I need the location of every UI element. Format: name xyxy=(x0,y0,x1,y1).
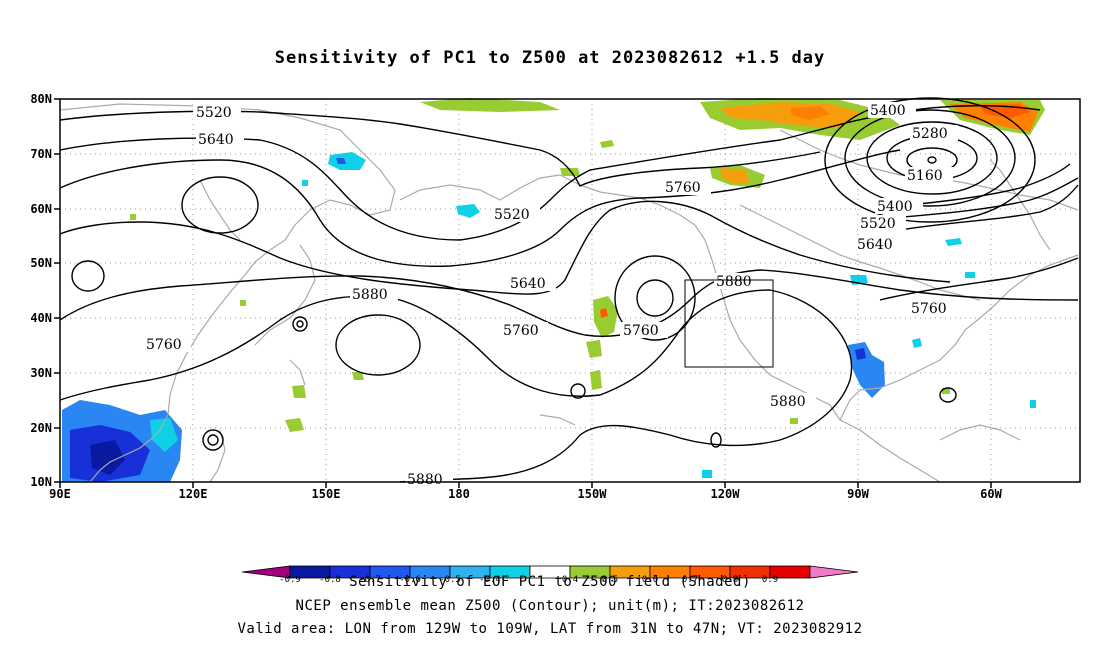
lat-label-70n: 70N xyxy=(30,147,52,161)
colorbar-tick-label: -0.5 xyxy=(439,575,461,585)
contour-label: 5760 xyxy=(503,323,539,339)
colorbar-tick-label: -0.8 xyxy=(319,575,341,585)
coastlines xyxy=(59,103,1079,483)
colorbar-tick-label: 0.6 xyxy=(641,575,659,585)
valid-area-box xyxy=(684,279,774,368)
colorbar-tick-label: -0.6 xyxy=(399,575,421,585)
contour-label: 5760 xyxy=(146,337,182,353)
caption-shaded: Sensitivity of EOF PC1 to Z500 field (Sh… xyxy=(349,574,751,590)
contour-label: 5280 xyxy=(912,126,948,142)
lat-label-40n: 40N xyxy=(30,311,52,325)
lon-label-90w: 90W xyxy=(847,487,869,501)
contour-label: 5880 xyxy=(770,394,806,410)
colorbar-tick-label: 0.5 xyxy=(601,575,619,585)
shaded-sensitivity xyxy=(62,98,1045,482)
colorbar xyxy=(241,565,859,579)
contour-label: 5400 xyxy=(877,199,913,215)
lon-label-120e: 120E xyxy=(178,487,208,501)
colorbar-tick-label: -0.7 xyxy=(359,575,381,585)
contour-label: 5760 xyxy=(623,323,659,339)
lat-label-20n: 20N xyxy=(30,421,52,435)
contour-label: 5520 xyxy=(196,105,232,121)
contour-label: 5640 xyxy=(198,132,234,148)
lon-label-120w: 120W xyxy=(710,487,740,501)
contour-label: 5760 xyxy=(911,301,947,317)
contour-label: 5760 xyxy=(665,180,701,196)
contour-labels: 5520 5640 5520 5640 5760 5760 5760 5760 … xyxy=(143,102,958,488)
contour-label: 5400 xyxy=(870,103,906,119)
lon-label-150w: 150W xyxy=(577,487,607,501)
lon-label-180: 180 xyxy=(448,487,470,501)
map-title: Sensitivity of PC1 to Z500 at 2023082612… xyxy=(274,48,826,68)
contour-label: 5880 xyxy=(352,287,388,303)
map-frame xyxy=(59,98,1081,483)
lat-label-30n: 30N xyxy=(30,366,52,380)
axis-ticks xyxy=(54,98,992,488)
lon-label-60w: 60W xyxy=(980,487,1002,501)
contour-label: 5520 xyxy=(494,207,530,223)
contour-label: 5640 xyxy=(510,276,546,292)
contour-label: 5640 xyxy=(857,237,893,253)
caption-valid-area: Valid area: LON from 129W to 109W, LAT f… xyxy=(237,621,863,637)
z500-contours xyxy=(59,97,1079,483)
lon-label-90e: 90E xyxy=(49,487,71,501)
colorbar-tick-label: 0.8 xyxy=(721,575,739,585)
colorbar-tick-label: 0.4 xyxy=(561,575,579,585)
colorbar-segment xyxy=(809,565,859,579)
lat-label-50n: 50N xyxy=(30,256,52,270)
caption-contour: NCEP ensemble mean Z500 (Contour); unit(… xyxy=(295,598,805,614)
colorbar-tick-label: 0.7 xyxy=(681,575,699,585)
lat-label-80n: 80N xyxy=(30,92,52,106)
contour-label: 5880 xyxy=(716,274,752,290)
contour-label: 5520 xyxy=(860,216,896,232)
lat-label-10n: 10N xyxy=(30,475,52,489)
colorbar-tick-label: 0.9 xyxy=(761,575,779,585)
contour-label: 5880 xyxy=(407,472,443,488)
colorbar-tick-label: -0.4 xyxy=(479,575,501,585)
colorbar-tick-label: -0.9 xyxy=(279,575,301,585)
contour-label: 5160 xyxy=(907,168,943,184)
lon-label-150e: 150E xyxy=(311,487,341,501)
lat-label-60n: 60N xyxy=(30,202,52,216)
